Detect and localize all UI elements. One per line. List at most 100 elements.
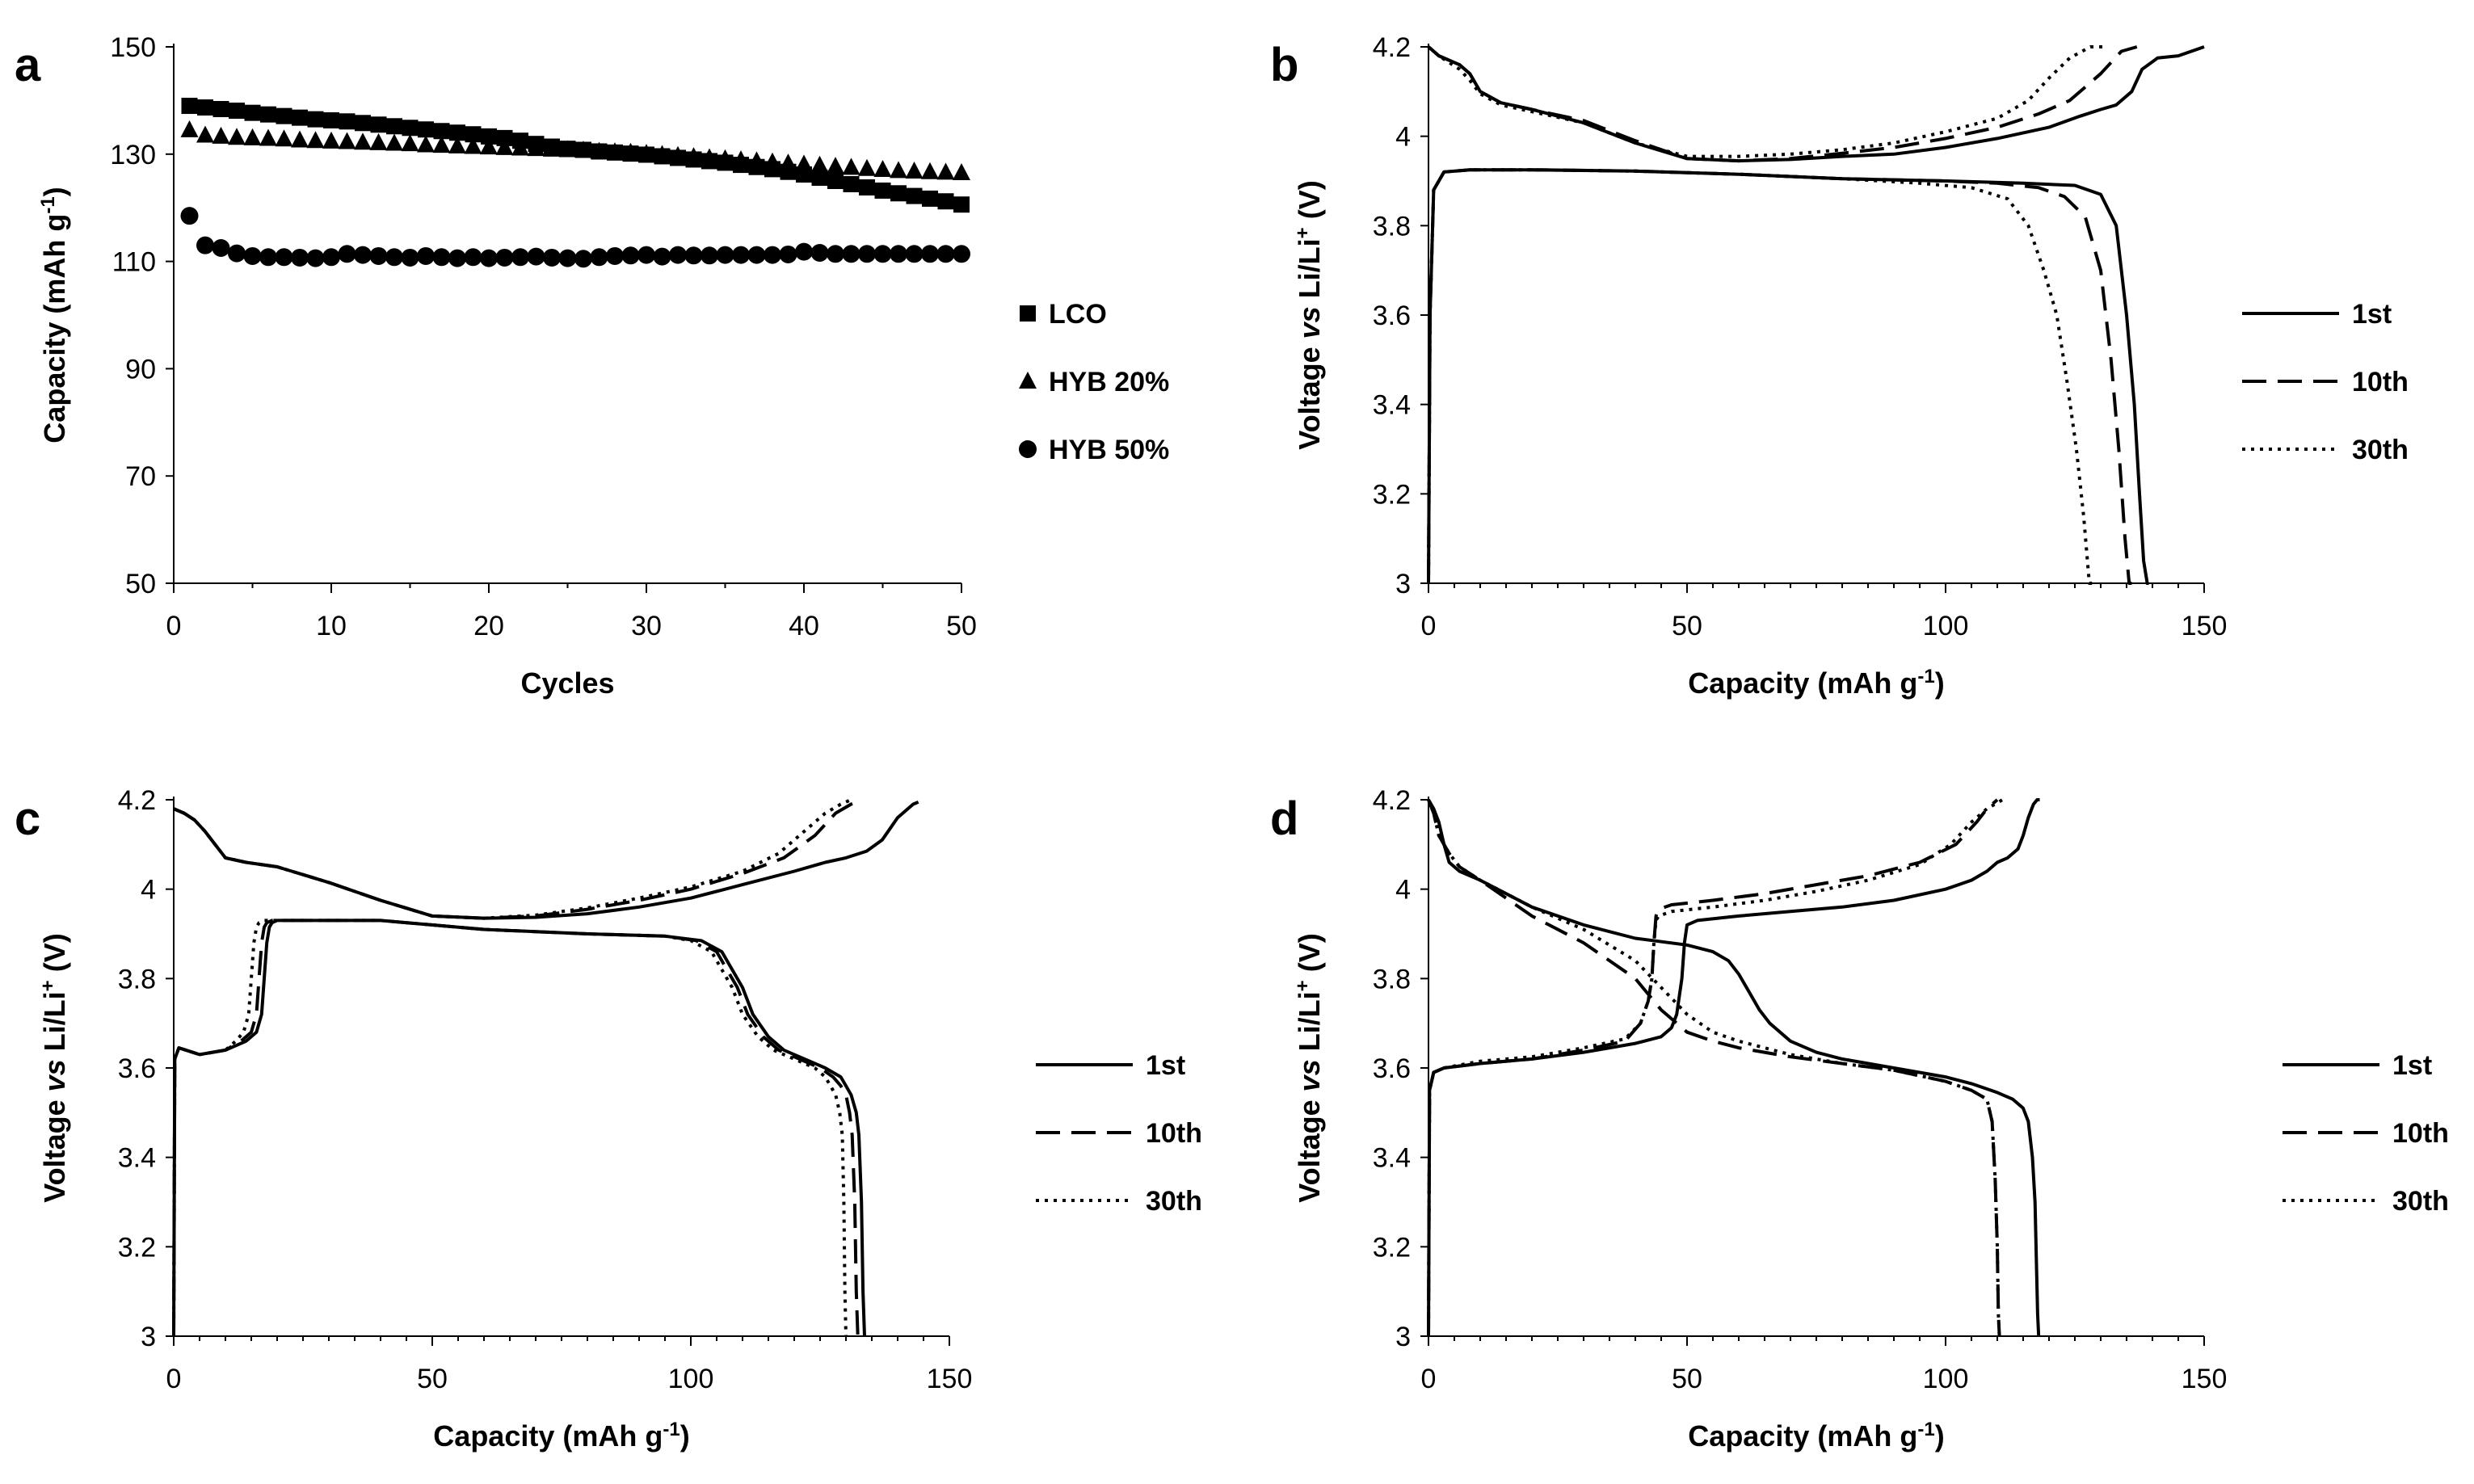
y-axis-title: Voltage vs Li/Li+ (V) — [1292, 933, 1327, 1202]
y-tick-label: 3.4 — [1373, 390, 1411, 421]
data-point — [937, 193, 954, 210]
data-point — [527, 139, 545, 157]
y-tick-label: 3.2 — [118, 1232, 156, 1263]
data-point — [905, 162, 924, 179]
data-point — [401, 248, 419, 267]
data-point — [890, 245, 907, 263]
legend-item: 1st — [1036, 1050, 1185, 1081]
data-point — [732, 246, 750, 264]
legend-label: 1st — [2352, 299, 2392, 330]
x-tick-label: 50 — [417, 1364, 448, 1394]
data-point — [543, 248, 561, 267]
data-point — [732, 150, 750, 168]
data-point — [906, 187, 923, 204]
x-axis-title: Cycles — [520, 666, 614, 700]
legend-item: 1st — [2242, 299, 2392, 330]
legend-label: 30th — [2352, 435, 2409, 465]
data-point — [228, 244, 246, 263]
charge-curve — [1427, 45, 2106, 158]
legend-label: 1st — [1146, 1050, 1185, 1081]
data-point — [464, 137, 482, 154]
legend-label: 1st — [2392, 1050, 2432, 1081]
charge-curve — [173, 800, 919, 920]
data-point — [322, 248, 340, 267]
legend-item: 10th — [2242, 367, 2409, 397]
legend-label: 10th — [2392, 1118, 2449, 1149]
data-point — [811, 170, 828, 187]
data-point — [495, 248, 514, 267]
data-point — [953, 196, 970, 213]
data-point — [260, 106, 276, 123]
data-point — [795, 242, 813, 261]
charge-curve — [1427, 45, 2138, 163]
y-tick-label: 3.8 — [118, 964, 156, 994]
data-point — [259, 248, 277, 267]
y-tick-label: 3.2 — [1373, 1232, 1411, 1263]
series-30th — [1427, 45, 2106, 585]
data-point — [495, 137, 514, 155]
data-point — [243, 246, 262, 265]
legend-label: 30th — [1146, 1186, 1202, 1217]
x-tick-label: 20 — [473, 611, 504, 641]
y-tick-label: 150 — [110, 32, 156, 63]
y-tick-label: 130 — [110, 140, 156, 170]
x-tick-label: 0 — [166, 611, 182, 641]
data-point — [511, 138, 529, 156]
data-point — [433, 123, 450, 140]
data-point — [810, 243, 829, 262]
discharge-curve — [172, 919, 866, 1337]
data-point — [229, 103, 245, 120]
x-axis-title: Capacity (mAh g-1) — [1688, 1419, 1944, 1453]
y-tick-label: 3.4 — [1373, 1143, 1411, 1174]
data-point — [338, 245, 356, 263]
data-point — [448, 249, 466, 267]
data-point — [432, 136, 451, 153]
data-point — [543, 139, 561, 157]
series-1st — [1427, 45, 2205, 585]
legend-label: HYB 50% — [1049, 435, 1169, 465]
y-axis-title: Voltage vs Li/Li+ (V) — [37, 933, 72, 1202]
x-tick-label: 50 — [1672, 611, 1702, 641]
panel-letter-c: c — [15, 792, 40, 845]
series-30th — [1427, 798, 2004, 1337]
discharge-curve — [1427, 168, 2093, 585]
data-point — [306, 131, 325, 149]
data-point — [842, 158, 860, 175]
legend-label: LCO — [1049, 299, 1107, 330]
legend-label: 30th — [2392, 1186, 2449, 1217]
legend-marker — [1019, 440, 1037, 458]
data-point — [402, 120, 419, 137]
legend-marker — [1019, 372, 1037, 389]
panel-letter-d: d — [1270, 792, 1298, 845]
data-point — [275, 129, 293, 147]
x-tick-label: 50 — [1672, 1364, 1702, 1394]
legend-item: HYB 20% — [1019, 367, 1169, 397]
y-tick-label: 4 — [1395, 875, 1411, 906]
data-point — [621, 142, 640, 160]
data-point — [921, 162, 939, 179]
data-point — [417, 246, 435, 265]
data-point — [779, 245, 797, 263]
data-point — [307, 111, 324, 128]
data-point — [354, 132, 372, 150]
legend-item: 30th — [1036, 1186, 1202, 1217]
data-point — [291, 248, 309, 267]
data-point — [243, 128, 262, 145]
data-point — [558, 249, 577, 267]
data-point — [669, 246, 687, 264]
data-point — [511, 248, 529, 267]
legend-marker — [1020, 305, 1036, 322]
data-point — [606, 142, 624, 160]
data-point — [747, 246, 766, 264]
data-point — [936, 245, 955, 263]
data-point — [558, 140, 577, 158]
x-tick-label: 100 — [668, 1364, 714, 1394]
discharge-curve — [172, 919, 848, 1337]
y-tick-label: 50 — [125, 569, 156, 599]
y-tick-label: 3.6 — [1373, 301, 1411, 331]
x-tick-label: 40 — [789, 611, 819, 641]
charge-curve — [1427, 45, 2205, 163]
x-tick-label: 10 — [316, 611, 347, 641]
data-point — [684, 147, 703, 165]
data-point — [481, 128, 497, 145]
